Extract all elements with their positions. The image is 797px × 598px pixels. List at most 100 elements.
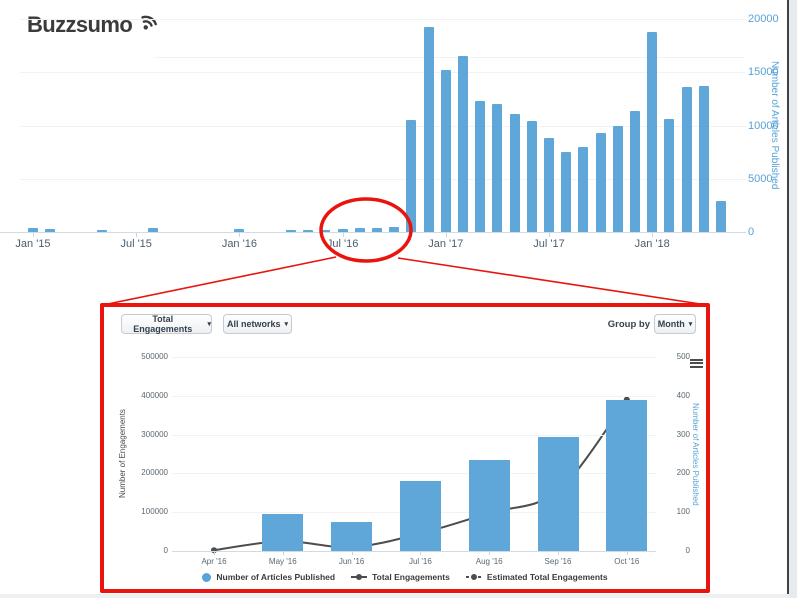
zoomed-inset-panel: Total Engagements ▾ All networks ▾ Group… (100, 303, 710, 593)
inset-x-tick (214, 552, 215, 555)
inset-right-tick-label: 400 (676, 390, 690, 400)
inset-left-tick-label: 400000 (141, 390, 168, 400)
gridline (20, 178, 746, 180)
legend-dash-dot-icon (465, 574, 482, 580)
bar-Sep '16 (372, 227, 382, 232)
y-axis-tick-label: 0 (748, 226, 755, 238)
x-axis-tick (652, 233, 654, 237)
legend-item-label: Estimated Total Engagements (486, 572, 608, 582)
inset-x-tick (489, 552, 491, 555)
header-divider (155, 57, 745, 58)
bar-Jan '15 (28, 227, 38, 232)
window-border (787, 0, 789, 598)
legend-item-label: Number of Articles Published (216, 572, 336, 582)
bar-Mar '17 (475, 101, 486, 232)
inset-left-tick-label: 500000 (141, 352, 168, 361)
bar-Aug '16 (354, 228, 365, 232)
gridline (20, 125, 746, 127)
buzzsumo-logo: Buzzsumo (27, 12, 133, 37)
chevron-down-icon: ▾ (284, 321, 289, 328)
inset-left-tick-label: 0 (163, 546, 168, 555)
inset-left-tick-label: 300000 (141, 429, 168, 439)
legend-item-estimated-total-engagements[interactable]: Estimated Total Engagements (465, 572, 608, 582)
articles-published-overview-chart: Number of Articles Published 0 5000 10000 1… (0, 0, 797, 260)
x-axis-tick (33, 233, 34, 237)
inset-right-axis-title: Number of Articles Published (691, 402, 700, 506)
inset-x-tick-label: Aug '16 (475, 557, 503, 566)
bar-Nov '16 (406, 120, 417, 232)
bar-May '17 (509, 113, 520, 232)
sonar-icon (141, 15, 157, 30)
x-axis-line (0, 232, 746, 233)
inset-right-tick-label: 300 (676, 429, 690, 439)
x-axis-tick-label: Jul '15 (120, 238, 152, 250)
gridline (20, 19, 746, 20)
x-axis-tick-label: Jul '17 (533, 238, 565, 250)
inset-gridline (172, 473, 656, 475)
group-by-month-dropdown[interactable]: Month ▾ (654, 314, 696, 334)
x-axis-tick-label: Jan '18 (634, 238, 670, 250)
inset-right-tick-label: 500 (676, 352, 690, 361)
inset-right-tick-label: 200 (676, 468, 690, 478)
chart-menu-icon[interactable] (690, 357, 705, 370)
gridline (20, 72, 746, 74)
all-networks-dropdown-label: All networks (226, 319, 281, 329)
bar-Apr '18 (698, 86, 709, 232)
x-axis-tick (239, 233, 241, 237)
total-engagements-dropdown[interactable]: Total Engagements ▾ (121, 314, 212, 334)
inset-left-tick-label: 100000 (141, 507, 168, 517)
inset-x-tick-label: Sep '16 (544, 557, 572, 566)
chart-legend: Number of Articles Published Total Engage… (104, 572, 706, 582)
legend-item-number-of-articles-published[interactable]: Number of Articles Published (202, 572, 335, 582)
inset-x-tick-label: Jun '16 (338, 557, 365, 566)
bar-Aug '15 (148, 228, 159, 232)
group-by-label: Group by (607, 319, 650, 330)
bar-Feb '17 (458, 56, 468, 232)
legend-item-total-engagements[interactable]: Total Engagements (351, 572, 450, 582)
bar-Dec '16 (423, 26, 434, 232)
y-axis-tick-label: 15000 (748, 66, 779, 79)
y-axis-tick-label: 10000 (748, 119, 779, 132)
x-axis-tick-label: Jan '16 (221, 238, 257, 250)
bar-Apr '17 (492, 104, 503, 232)
top-right-axis-title: Number of Articles Published (769, 61, 780, 190)
bar-Aug '17 (561, 152, 572, 232)
inset-bar-Aug '16 (468, 459, 510, 551)
inset-x-axis-line (172, 551, 656, 552)
bar-Mar '18 (681, 87, 692, 232)
x-axis-tick (342, 233, 344, 237)
inset-x-tick-label: Oct '16 (614, 557, 640, 566)
inset-x-tick (626, 552, 628, 555)
inset-x-tick (558, 552, 559, 555)
inset-bar-Jul '16 (399, 481, 441, 551)
bar-May '16 (303, 230, 314, 232)
inset-right-tick-label: 100 (676, 507, 690, 517)
bar-Feb '15 (45, 229, 56, 232)
legend-circle-icon (202, 572, 212, 582)
inset-gridline (172, 434, 656, 436)
bar-Dec '17 (630, 110, 640, 232)
callout-line-left (102, 256, 337, 306)
inset-x-tick-label: Jul '16 (408, 557, 432, 566)
x-axis-tick-label: Jan '17 (428, 238, 464, 250)
x-axis-tick-label: Jan '15 (15, 238, 51, 250)
all-networks-dropdown[interactable]: All networks ▾ (223, 314, 292, 334)
bar-Apr '16 (286, 229, 296, 232)
bar-Nov '17 (612, 125, 623, 232)
bar-Jul '16 (337, 229, 348, 232)
callout-line-right (397, 257, 708, 306)
total-engagements-dropdown-label: Total Engagements (133, 314, 193, 334)
x-axis-tick-label: Jul '16 (326, 238, 359, 250)
inset-x-tick (351, 552, 353, 555)
inset-bar-May '16 (262, 514, 304, 551)
x-axis-tick (136, 233, 138, 237)
bar-Sep '17 (578, 146, 589, 232)
chevron-down-icon: ▾ (688, 321, 693, 328)
inset-bar-Sep '16 (537, 436, 579, 551)
chevron-down-icon: ▾ (207, 321, 211, 328)
y-axis-tick-label: 20000 (748, 13, 779, 25)
x-axis-tick (445, 233, 447, 237)
inset-gridline (172, 357, 656, 358)
inset-gridline (172, 395, 656, 397)
bar-Jan '16 (234, 229, 245, 232)
